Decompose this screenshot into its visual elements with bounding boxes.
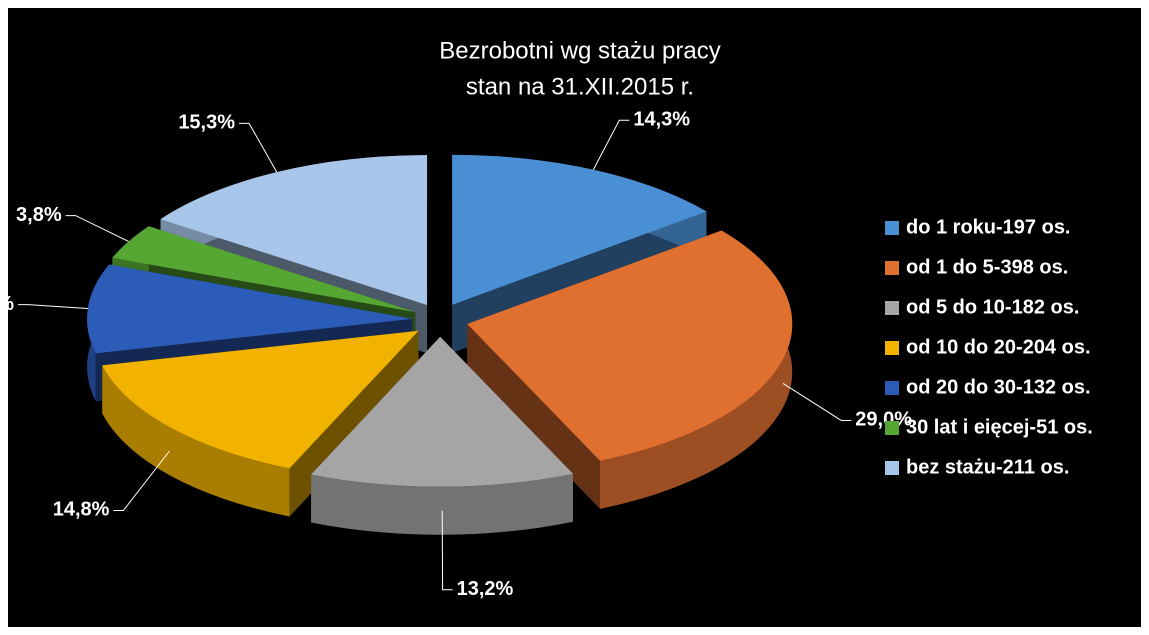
data-label: 9,6% <box>0 293 14 315</box>
leader-line <box>17 304 88 309</box>
leader-line <box>113 450 170 511</box>
data-label: 13,2% <box>457 578 514 600</box>
legend-swatch <box>885 341 899 355</box>
leader-line <box>441 510 453 591</box>
leader-line <box>782 383 852 421</box>
slice <box>452 154 707 305</box>
data-label: 14,3% <box>633 108 690 130</box>
slice <box>112 226 416 313</box>
data-label: 29,0% <box>855 409 912 431</box>
chart-subtitle: stan na 31.XII.2015 r. <box>466 73 694 100</box>
data-label: 14,8% <box>53 499 110 521</box>
slice-wall <box>600 230 793 509</box>
chart-title: Bezrobotni wg stażu pracy <box>439 37 720 64</box>
legend-swatch <box>885 461 899 475</box>
slice-wall <box>311 473 573 535</box>
legend-swatch <box>885 301 899 315</box>
slice <box>467 230 793 461</box>
legend-swatch <box>885 261 899 275</box>
legend-label: od 20 do 30-132 os. <box>906 376 1091 398</box>
data-label: 15,3% <box>178 112 235 134</box>
slice <box>311 336 573 487</box>
legend-label: od 5 do 10-182 os. <box>906 296 1079 318</box>
leader-line <box>65 215 129 242</box>
slice-side <box>467 323 601 509</box>
slice <box>160 155 428 306</box>
legend-label: od 10 do 20-204 os. <box>906 336 1091 358</box>
leader-line <box>239 122 278 173</box>
slice <box>87 264 413 354</box>
slice <box>102 330 419 469</box>
legend-label: 30 lat i eięcej-51 os. <box>906 416 1093 438</box>
legend-label: bez stażu-211 os. <box>906 456 1069 478</box>
legend-swatch <box>885 381 899 395</box>
legend-label: do 1 roku-197 os. <box>906 216 1071 238</box>
data-label: 3,8% <box>16 204 62 226</box>
leader-line <box>592 119 630 170</box>
legend-swatch <box>885 221 899 235</box>
slice-wall <box>102 365 290 517</box>
legend-swatch <box>885 421 899 435</box>
legend-label: od 1 do 5-398 os. <box>906 256 1068 278</box>
